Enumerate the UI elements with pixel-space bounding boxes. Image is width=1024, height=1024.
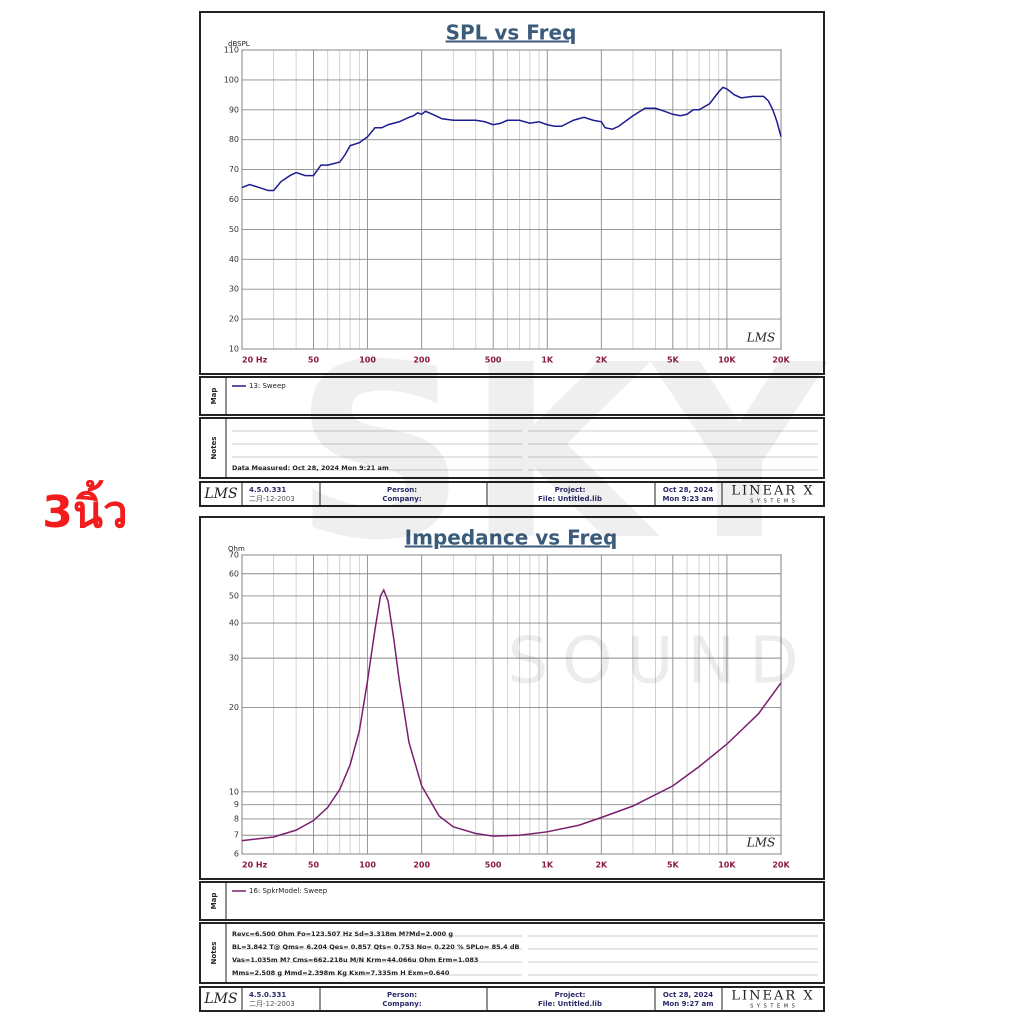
project: Project: — [555, 486, 586, 494]
brand-sub: S Y S T E M S — [750, 499, 796, 505]
y-tick-label: 90 — [229, 105, 239, 114]
y-unit: Ohm — [228, 545, 245, 553]
x-tick-label: 500 — [485, 356, 502, 365]
y-unit: dBSPL — [228, 40, 250, 48]
notes-label: Notes — [210, 437, 218, 460]
y-tick-label: 80 — [229, 135, 239, 144]
x-tick-label: 20K — [772, 356, 790, 365]
x-tick-label: 10K — [718, 861, 736, 870]
version: 4.5.0.331 — [249, 991, 286, 999]
y-tick-label: 6 — [234, 850, 239, 859]
y-tick-label: 9 — [234, 800, 239, 809]
x-tick-label: 20 Hz — [242, 861, 268, 870]
x-tick-label: 500 — [485, 861, 502, 870]
y-tick-label: 70 — [229, 165, 239, 174]
brand: LINEAR X — [731, 989, 814, 1004]
y-tick-label: 110 — [224, 46, 239, 55]
y-tick-label: 30 — [229, 285, 239, 294]
x-tick-label: 20 Hz — [242, 356, 268, 365]
company: Company: — [382, 495, 422, 503]
map-label: Map — [210, 388, 218, 405]
x-tick-label: 20K — [772, 861, 790, 870]
file: File: Untitled.lib — [538, 1000, 602, 1008]
notes-line: BL=3.842 T@ Qms= 6.204 Qes= 0.857 Qts= 0… — [232, 943, 520, 951]
map-panel — [199, 881, 825, 921]
notes-panel — [199, 922, 825, 984]
map-label: Map — [210, 893, 218, 910]
watermark-tagline: SOUND — [508, 625, 813, 699]
date: Oct 28, 2024 — [663, 991, 713, 999]
brand: LINEAR X — [731, 484, 814, 499]
version: 4.5.0.331 — [249, 486, 286, 494]
company: Company: — [382, 1000, 422, 1008]
chart-title: SPL vs Freq — [446, 21, 577, 45]
legend-label: 16: SpkrModel: Sweep — [249, 887, 328, 895]
person: Person: — [387, 486, 417, 494]
y-tick-label: 40 — [229, 619, 239, 628]
footer-logo: LMS — [203, 486, 237, 502]
time: Mon 9:27 am — [662, 1000, 713, 1008]
legend-label: 13: Sweep — [249, 382, 286, 390]
y-tick-label: 30 — [229, 654, 239, 663]
x-tick-label: 100 — [359, 861, 376, 870]
file: File: Untitled.lib — [538, 495, 602, 503]
y-tick-label: 20 — [229, 703, 239, 712]
y-tick-label: 100 — [224, 75, 239, 84]
y-tick-label: 40 — [229, 255, 239, 264]
date: Oct 28, 2024 — [663, 486, 713, 494]
data-line — [241, 588, 782, 842]
x-tick-label: 1K — [541, 861, 554, 870]
plot-logo: LMS — [746, 836, 775, 850]
notes-panel — [199, 417, 825, 479]
y-tick-label: 8 — [234, 814, 239, 823]
x-tick-label: 200 — [413, 356, 430, 365]
y-tick-label: 7 — [234, 831, 239, 840]
x-tick-label: 200 — [413, 861, 430, 870]
footer — [199, 481, 825, 507]
chart-title: Impedance vs Freq — [405, 526, 618, 550]
notes-line: Mms=2.508 g Mmd=2.398m Kg Kxm=7.335m H E… — [232, 969, 450, 977]
data-line — [241, 86, 782, 192]
side-label: 3นิ้ว — [42, 479, 127, 538]
project: Project: — [555, 991, 586, 999]
person: Person: — [387, 991, 417, 999]
watermark-brand: SKY — [294, 313, 830, 593]
x-tick-label: 1K — [541, 356, 554, 365]
time: Mon 9:23 am — [662, 495, 713, 503]
notes-line: Data Measured: Oct 28, 2024 Mon 9:21 am — [232, 464, 389, 472]
brand-sub: S Y S T E M S — [750, 1004, 796, 1010]
footer — [199, 986, 825, 1012]
x-tick-label: 100 — [359, 356, 376, 365]
x-tick-label: 2K — [595, 861, 608, 870]
y-tick-label: 50 — [229, 591, 239, 600]
plot-area — [241, 554, 782, 855]
x-tick-label: 2K — [595, 356, 608, 365]
y-tick-label: 20 — [229, 315, 239, 324]
x-tick-label: 50 — [308, 861, 320, 870]
y-tick-label: 60 — [229, 569, 239, 578]
build-date: 二月-12-2003 — [249, 1000, 295, 1008]
build-date: 二月-12-2003 — [249, 495, 295, 503]
notes-line: Vas=1.035m M? Cms=662.218u M/N Krm=44.06… — [232, 956, 478, 964]
plot-logo: LMS — [746, 331, 775, 345]
x-tick-label: 10K — [718, 356, 736, 365]
y-tick-label: 10 — [229, 787, 239, 796]
y-tick-label: 60 — [229, 195, 239, 204]
y-tick-label: 10 — [229, 345, 239, 354]
map-panel — [199, 376, 825, 416]
y-tick-label: 50 — [229, 225, 239, 234]
notes-line: Revc=6.500 Ohm Fo=123.507 Hz Sd=3.318m M… — [232, 930, 453, 938]
y-tick-label: 70 — [229, 551, 239, 560]
x-tick-label: 5K — [667, 356, 680, 365]
footer-logo: LMS — [203, 991, 237, 1007]
notes-label: Notes — [210, 942, 218, 965]
x-tick-label: 5K — [667, 861, 680, 870]
x-tick-label: 50 — [308, 356, 320, 365]
